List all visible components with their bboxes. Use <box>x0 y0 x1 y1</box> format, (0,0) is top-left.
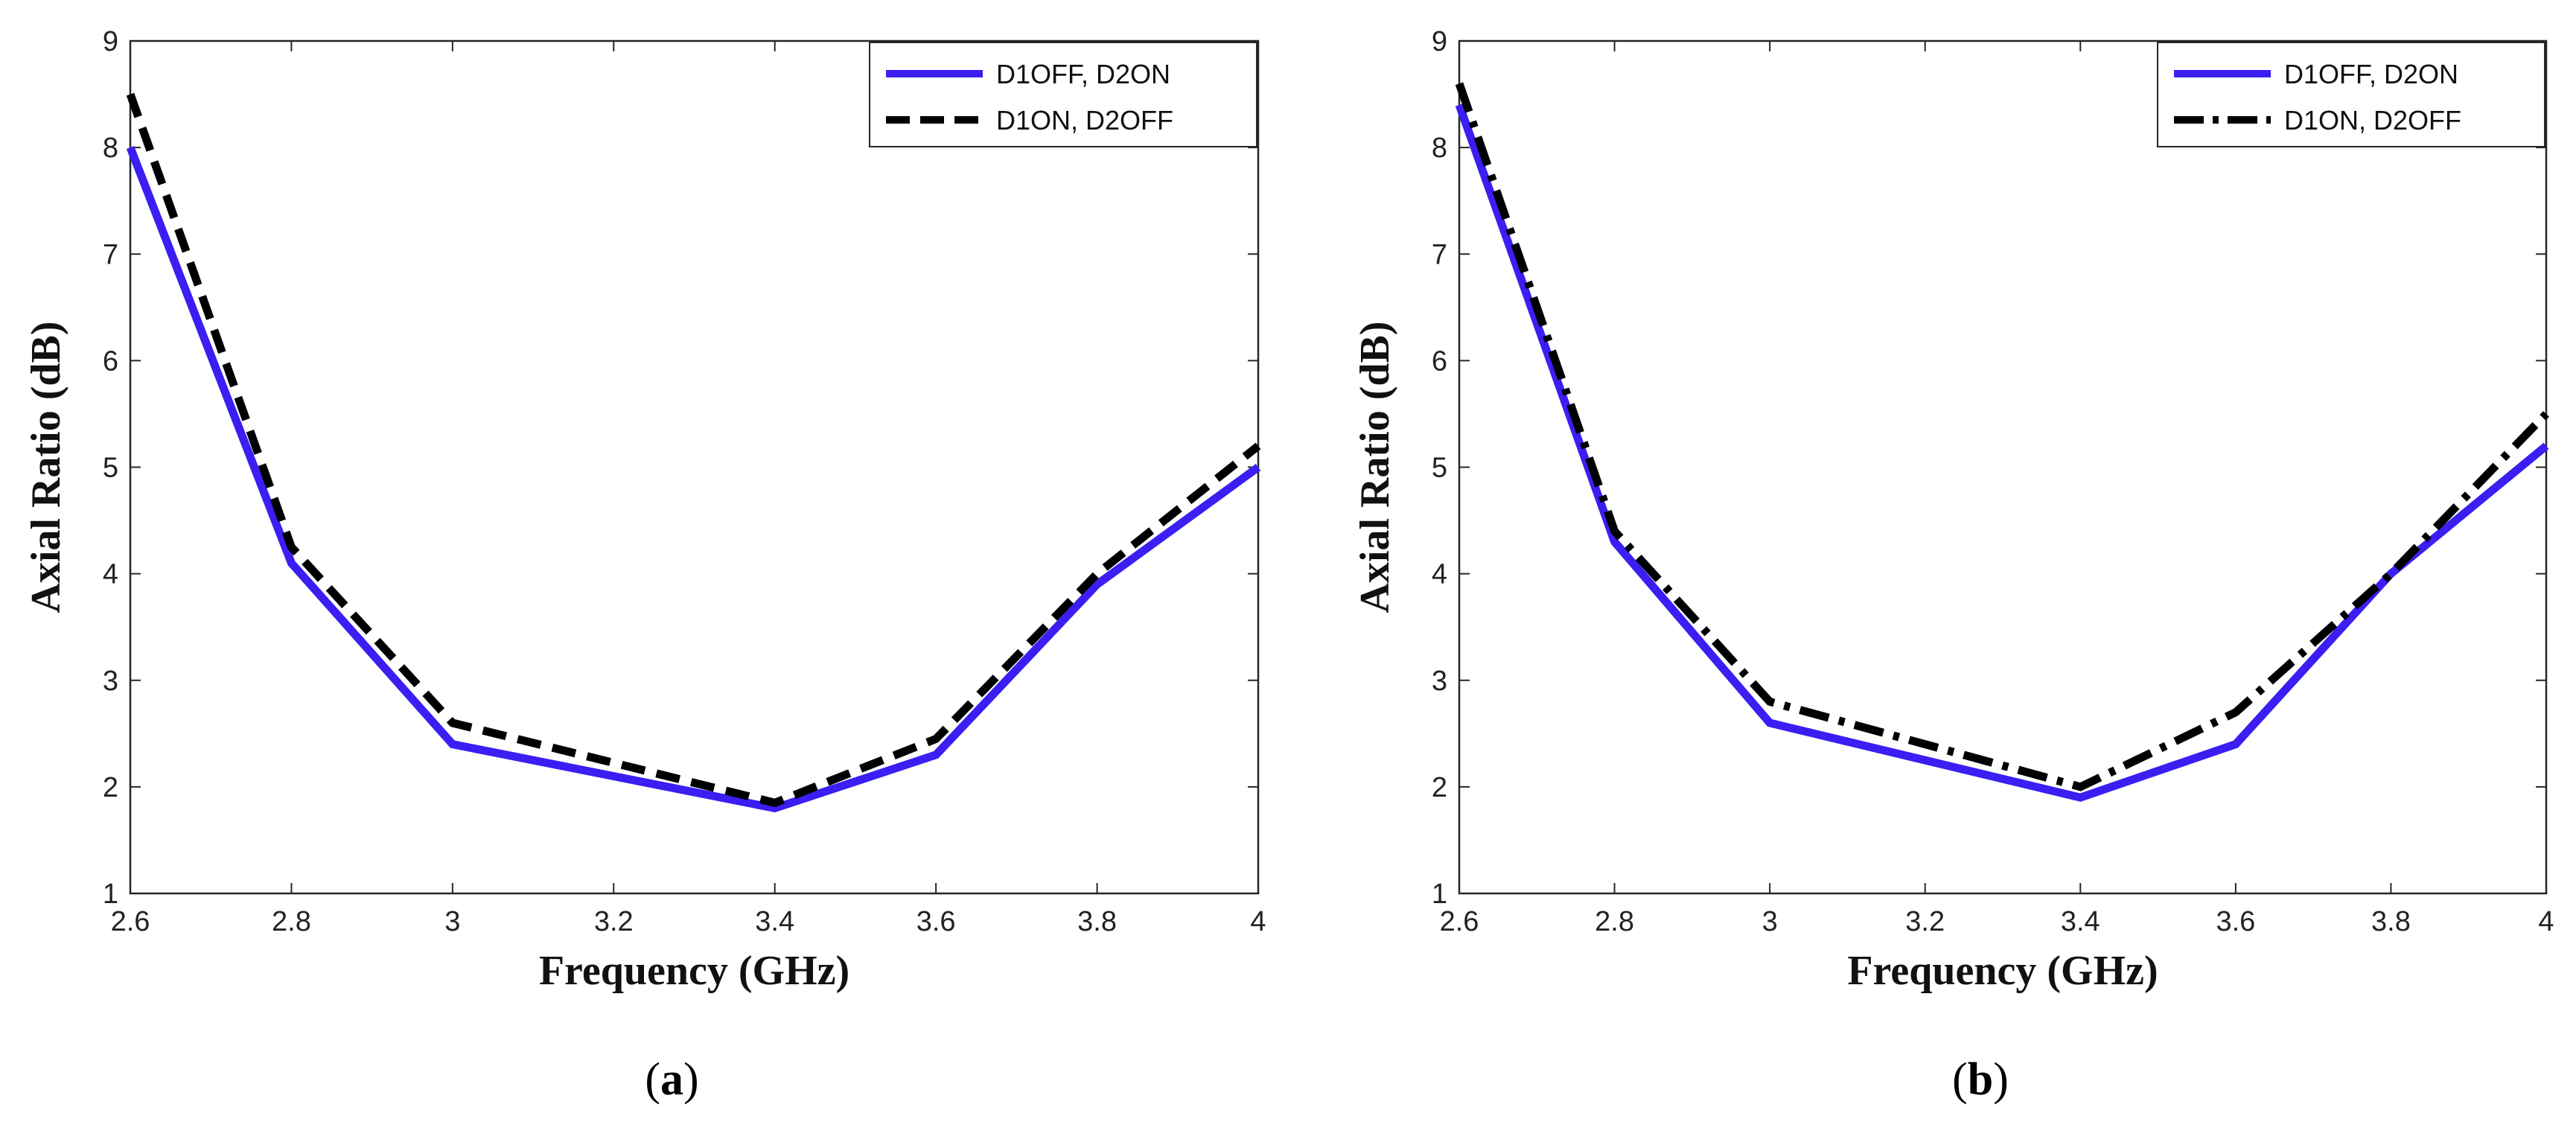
legend-box <box>869 42 1257 147</box>
series-line-0 <box>1455 103 2549 802</box>
legend-label-1: D1ON, D2OFF <box>2284 105 2461 136</box>
panel-caption: (a) <box>645 1054 698 1105</box>
series-line-1 <box>1455 82 2549 791</box>
y-tick-label: 3 <box>1432 666 1447 697</box>
panel-caption-paren: ( <box>1952 1054 1968 1105</box>
y-tick-label: 9 <box>1432 26 1447 57</box>
x-tick-label: 3.6 <box>2216 906 2255 937</box>
series-line-0 <box>126 146 1261 813</box>
y-tick-label: 9 <box>103 26 118 57</box>
y-tick-label: 5 <box>1432 453 1447 484</box>
y-tick-label: 7 <box>103 239 118 270</box>
y-tick-label: 6 <box>103 345 118 377</box>
x-tick-label: 3.4 <box>755 906 794 937</box>
y-tick-label: 2 <box>1432 772 1447 803</box>
x-tick-label: 3.2 <box>1905 906 1945 937</box>
x-tick-label: 4 <box>2538 906 2554 937</box>
plot-frame <box>129 39 1260 895</box>
x-tick-label: 3.6 <box>916 906 956 937</box>
y-tick-label: 4 <box>103 559 118 590</box>
panel-caption-paren: ) <box>1993 1054 2009 1105</box>
panel-caption-letter: b <box>1968 1054 1993 1105</box>
x-tick-label: 3.4 <box>2061 906 2100 937</box>
legend: D1OFF, D2ON D1ON, D2OFF <box>869 42 1257 147</box>
y-tick-label: 8 <box>1432 133 1447 164</box>
x-tick-label: 3 <box>1762 906 1778 937</box>
legend-box <box>2157 42 2545 147</box>
y-tick-label: 1 <box>103 879 118 910</box>
x-tick-label: 3.8 <box>2371 906 2411 937</box>
panel-caption-letter: a <box>660 1054 683 1105</box>
x-tick-label: 3.2 <box>594 906 634 937</box>
chart-panel-b: 2.6 2.8 3 3.2 3.4 3.6 3.8 4 1 2 3 4 5 6 7 8 9 Frequency (… <box>1352 26 2554 1105</box>
y-tick-label: 6 <box>1432 345 1447 377</box>
y-tick-label: 4 <box>1432 559 1447 590</box>
legend: D1OFF, D2ON D1ON, D2OFF <box>2157 42 2545 147</box>
y-tick-label: 2 <box>103 772 118 803</box>
x-tick-label: 4 <box>1250 906 1266 937</box>
x-tick-label: 3 <box>444 906 460 937</box>
legend-label-1: D1ON, D2OFF <box>996 105 1173 136</box>
x-tick-label: 2.6 <box>1440 906 1479 937</box>
y-tick-label: 5 <box>103 453 118 484</box>
y-tick-label: 7 <box>1432 239 1447 270</box>
x-tick-label: 2.6 <box>111 906 150 937</box>
chart-panel-a: 2.6 2.8 3 3.2 3.4 3.6 3.8 4 1 2 3 4 5 6 7 8 9 Frequency (… <box>23 26 1266 1105</box>
x-axis-title: Frequency (GHz) <box>539 948 849 994</box>
panel-caption: (b) <box>1952 1054 2009 1105</box>
plot-frame <box>1458 39 2548 895</box>
y-tick-label: 8 <box>103 133 118 164</box>
legend-label-0: D1OFF, D2ON <box>996 59 1170 89</box>
x-tick-label: 3.8 <box>1077 906 1117 937</box>
y-tick-label: 1 <box>1432 879 1447 910</box>
series-line-1 <box>126 92 1261 808</box>
panel-caption-paren: ( <box>645 1054 660 1105</box>
y-axis-title: Axial Ratio (dB) <box>1352 322 1398 613</box>
legend-label-0: D1OFF, D2ON <box>2284 59 2458 89</box>
x-tick-label: 2.8 <box>1595 906 1634 937</box>
x-tick-label: 2.8 <box>272 906 311 937</box>
y-tick-label: 3 <box>103 666 118 697</box>
y-axis-title: Axial Ratio (dB) <box>23 322 69 613</box>
panel-caption-paren: ) <box>683 1054 699 1105</box>
x-axis-title: Frequency (GHz) <box>1847 948 2158 994</box>
